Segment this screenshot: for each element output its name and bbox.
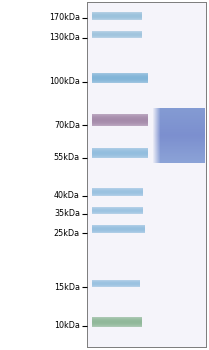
Text: 170kDa: 170kDa [49,14,80,22]
Text: 25kDa: 25kDa [54,229,80,238]
Text: 55kDa: 55kDa [54,154,80,162]
Text: 35kDa: 35kDa [54,210,80,218]
Text: 40kDa: 40kDa [54,191,80,201]
Text: 10kDa: 10kDa [54,322,80,330]
Text: 100kDa: 100kDa [49,77,80,86]
Text: 15kDa: 15kDa [54,282,80,292]
Text: 130kDa: 130kDa [49,34,80,42]
Text: 70kDa: 70kDa [54,120,80,130]
